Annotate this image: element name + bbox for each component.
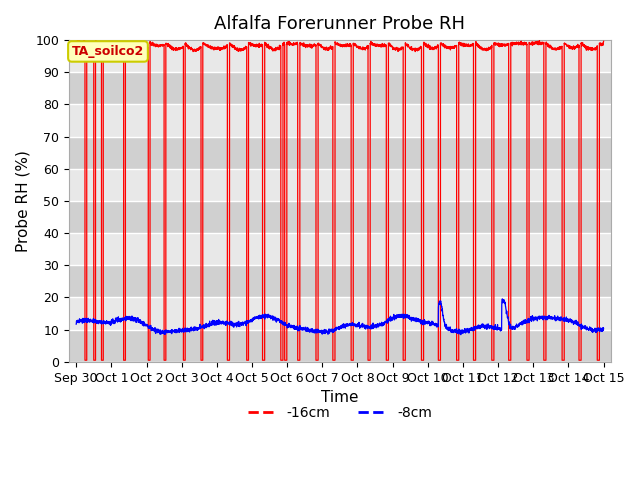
Bar [69, 201, 611, 233]
Y-axis label: Probe RH (%): Probe RH (%) [15, 150, 30, 252]
X-axis label: Time: Time [321, 390, 358, 405]
Bar [69, 105, 611, 137]
Bar [69, 330, 611, 362]
Bar [69, 233, 611, 265]
Title: Alfalfa Forerunner Probe RH: Alfalfa Forerunner Probe RH [214, 15, 465, 33]
Text: TA_soilco2: TA_soilco2 [72, 45, 144, 58]
Bar [69, 298, 611, 330]
Bar [69, 40, 611, 72]
Bar [69, 72, 611, 105]
Legend: -16cm, -8cm: -16cm, -8cm [243, 400, 438, 426]
Bar [69, 169, 611, 201]
Bar [69, 137, 611, 169]
Bar [69, 265, 611, 298]
